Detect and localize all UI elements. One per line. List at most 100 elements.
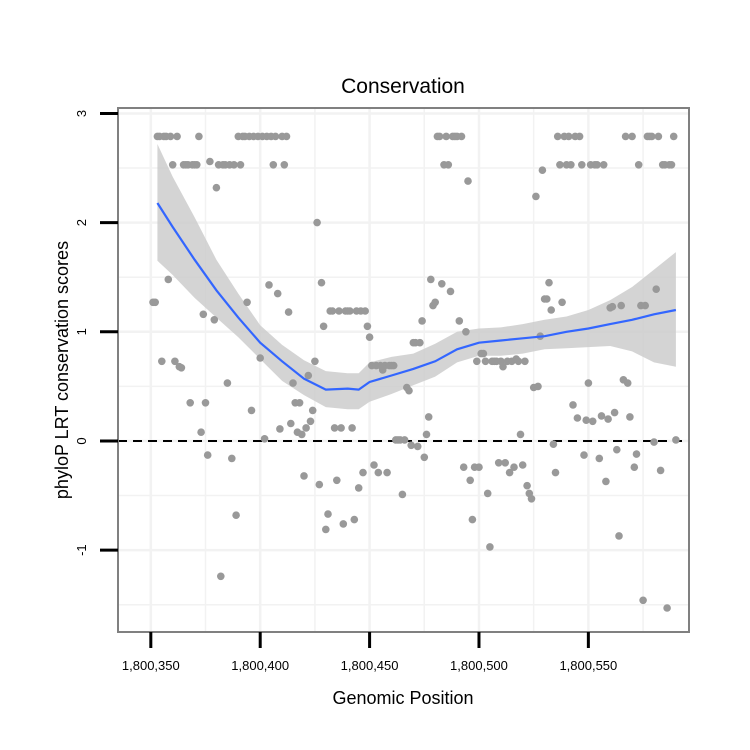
- data-point: [315, 480, 324, 489]
- data-point: [407, 441, 416, 450]
- data-point: [584, 379, 593, 387]
- data-point: [578, 161, 586, 169]
- data-point: [564, 132, 573, 141]
- data-point: [337, 424, 345, 432]
- data-point: [626, 413, 634, 421]
- data-point: [534, 382, 542, 391]
- data-point: [424, 413, 433, 421]
- data-point: [339, 520, 348, 528]
- confidence-band-layer: [157, 144, 676, 410]
- data-point: [427, 275, 435, 284]
- data-point: [398, 490, 407, 499]
- data-point: [479, 349, 488, 358]
- y-tick-label: 0: [74, 437, 89, 444]
- data-point: [168, 161, 177, 169]
- data-point: [597, 412, 606, 420]
- data-point: [228, 454, 236, 463]
- data-point: [628, 132, 636, 141]
- data-point: [195, 132, 203, 141]
- data-point: [444, 161, 453, 169]
- data-point: [158, 357, 166, 366]
- data-point: [538, 166, 547, 174]
- data-point: [599, 161, 608, 169]
- data-point: [481, 357, 490, 366]
- data-point: [383, 468, 391, 477]
- data-point: [527, 495, 536, 503]
- data-point: [324, 510, 332, 518]
- data-point: [361, 307, 370, 315]
- data-point: [166, 132, 175, 141]
- data-point: [333, 476, 341, 485]
- data-point: [672, 436, 680, 444]
- data-point: [621, 132, 630, 141]
- data-point: [271, 132, 280, 141]
- smooth-line-layer: [156, 202, 677, 391]
- y-tick-label: 1: [74, 328, 89, 335]
- data-point: [311, 357, 319, 366]
- y-tick-label: 3: [74, 110, 89, 117]
- data-point: [521, 357, 529, 366]
- data-point: [516, 430, 525, 439]
- data-point: [304, 371, 313, 380]
- data-point: [514, 357, 523, 366]
- data-point: [532, 192, 540, 201]
- data-point: [289, 379, 297, 387]
- data-point: [553, 132, 562, 141]
- data-point: [545, 278, 553, 287]
- data-point: [186, 399, 194, 407]
- data-point: [652, 285, 660, 294]
- data-point: [523, 481, 531, 490]
- data-point: [593, 161, 601, 169]
- data-point: [232, 511, 240, 519]
- data-point: [435, 132, 444, 141]
- data-point: [641, 301, 649, 310]
- data-point: [400, 436, 409, 444]
- data-point: [588, 417, 597, 426]
- data-point: [468, 515, 477, 524]
- data-point: [551, 468, 560, 477]
- data-point: [549, 440, 558, 449]
- data-point: [604, 415, 612, 423]
- data-point: [486, 543, 494, 551]
- data-point: [455, 317, 464, 325]
- data-point: [418, 317, 426, 325]
- data-point: [203, 451, 212, 459]
- x-tick-label: 1,800,400: [231, 658, 289, 673]
- data-point: [273, 289, 282, 298]
- data-point: [613, 445, 621, 454]
- data-point: [446, 287, 455, 296]
- data-point: [494, 459, 503, 467]
- x-tick-label: 1,800,350: [122, 658, 180, 673]
- y-tick-label: 2: [74, 219, 89, 226]
- data-point: [206, 157, 214, 166]
- data-point: [363, 322, 372, 331]
- data-point: [575, 132, 584, 141]
- data-point: [247, 406, 256, 415]
- data-point: [595, 454, 604, 463]
- data-point: [230, 161, 238, 169]
- data-point: [413, 442, 422, 451]
- data-point: [319, 322, 328, 331]
- x-tick-label: 1,800,550: [559, 658, 617, 673]
- data-point: [608, 302, 617, 311]
- data-point: [510, 463, 518, 472]
- data-point: [558, 298, 566, 307]
- data-point: [306, 417, 315, 426]
- data-point: [328, 307, 337, 315]
- x-tick-label: 1,800,500: [450, 658, 508, 673]
- x-axis-label: Genomic Position: [332, 688, 473, 708]
- data-point: [650, 438, 658, 446]
- data-point: [501, 459, 510, 467]
- data-point: [313, 218, 321, 227]
- data-point: [420, 453, 429, 462]
- data-point: [171, 357, 179, 366]
- panel-border: [117, 107, 690, 633]
- data-point: [663, 604, 671, 612]
- data-point: [300, 472, 308, 480]
- data-point: [295, 399, 304, 407]
- data-point: [243, 298, 251, 307]
- data-point: [569, 401, 577, 409]
- data-point: [639, 596, 647, 605]
- data-point: [580, 451, 588, 459]
